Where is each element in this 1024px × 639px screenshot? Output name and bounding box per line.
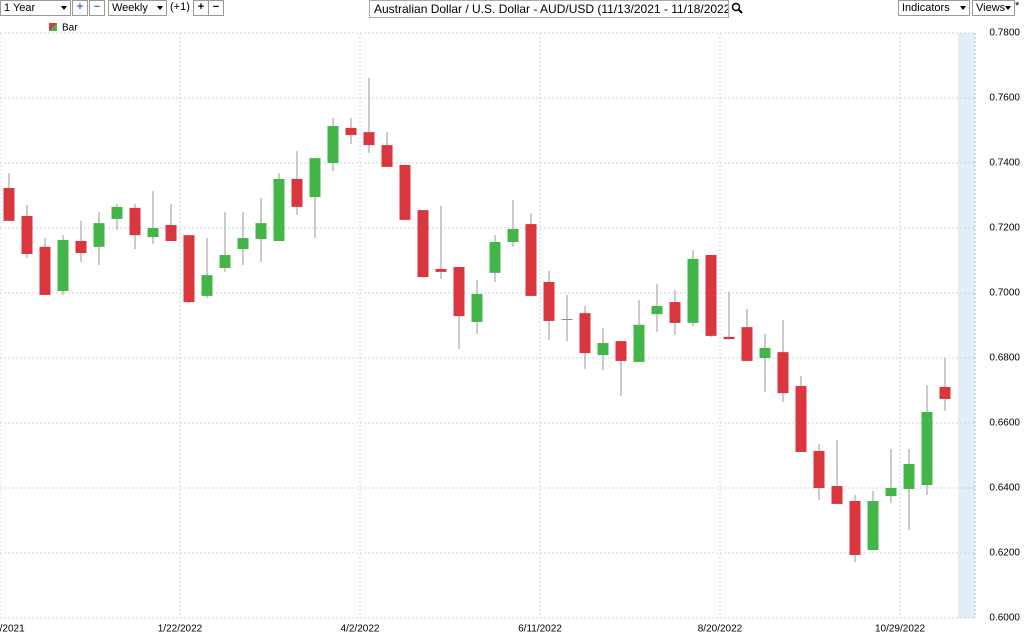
candle-body: [921, 411, 933, 486]
toolbar: 1 Year + − Weekly (+1) + − Australian Do…: [0, 0, 1024, 18]
period-select[interactable]: 1 Year: [0, 0, 71, 16]
candle-body: [453, 267, 465, 317]
candle-body: [759, 347, 771, 358]
candle-body: [777, 352, 789, 394]
candle-body: [255, 223, 267, 240]
candle-body: [813, 450, 825, 488]
candle-body: [741, 327, 753, 361]
candle-body: [3, 188, 15, 221]
candle-body: [561, 319, 573, 320]
candle-body: [57, 240, 69, 292]
candle-body: [795, 385, 807, 452]
y-tick-label: 0.6800: [989, 353, 1020, 364]
y-tick-label: 0.7800: [989, 28, 1020, 39]
legend-icon-up: [49, 23, 57, 31]
future-shade: [958, 33, 975, 618]
zoom-out[interactable]: −: [89, 0, 105, 16]
y-tick-label: 0.7200: [989, 223, 1020, 234]
candle-body: [651, 306, 663, 315]
candle-body: [435, 268, 447, 272]
candle-body: [471, 293, 483, 322]
candle-body: [507, 228, 519, 242]
add[interactable]: +: [193, 0, 209, 16]
candle-body: [399, 164, 411, 220]
candle-body: [903, 463, 915, 489]
candle-body: [687, 258, 699, 323]
candle-body: [93, 223, 105, 247]
interval-select[interactable]: Weekly: [108, 0, 167, 16]
y-tick-label: 0.6000: [989, 613, 1020, 624]
candle-body: [345, 127, 357, 136]
candle-body: [885, 488, 897, 497]
candle-body: [867, 501, 879, 551]
star[interactable]: *: [1015, 0, 1020, 12]
candle-body: [183, 235, 195, 303]
candle-body: [219, 254, 231, 268]
candle-body: [129, 207, 141, 236]
zoom-in[interactable]: +: [72, 0, 88, 16]
remove[interactable]: −: [208, 0, 224, 16]
views-select[interactable]: Views: [972, 0, 1015, 16]
y-tick-label: 0.6400: [989, 483, 1020, 494]
candle-body: [723, 336, 735, 340]
candle-body: [291, 178, 303, 207]
candle-body: [831, 486, 843, 504]
candle-body: [327, 125, 339, 163]
candle-body: [849, 501, 861, 555]
candle-body: [147, 228, 159, 238]
candle-body: [705, 254, 717, 336]
candle-body: [39, 246, 51, 295]
candle-body: [21, 215, 33, 254]
legend-label: Bar: [62, 23, 78, 34]
candle-body: [309, 158, 321, 198]
candle-body: [165, 225, 177, 241]
candle-body: [237, 238, 249, 250]
candle-body: [669, 302, 681, 323]
candle-body: [273, 178, 285, 241]
search-icon[interactable]: [731, 2, 743, 14]
candle-body: [201, 275, 213, 296]
candle-body: [543, 281, 555, 321]
candle-body: [615, 341, 627, 361]
y-tick-label: 0.7600: [989, 93, 1020, 104]
candle-body: [381, 145, 393, 167]
candle-body: [597, 343, 609, 356]
x-tick-label: 6/11/2022: [518, 624, 562, 635]
candle-body: [111, 206, 123, 219]
x-tick-label: 11/13/2021: [0, 624, 25, 635]
candle-body: [579, 313, 591, 354]
x-tick-label: 10/29/2022: [875, 624, 925, 635]
symbol-title[interactable]: Australian Dollar / U.S. Dollar - AUD/US…: [369, 0, 729, 18]
candle-body: [525, 224, 537, 296]
candle-body: [363, 132, 375, 146]
x-tick-label: 1/22/2022: [158, 624, 203, 635]
y-tick-label: 0.6600: [989, 418, 1020, 429]
candle-body: [417, 210, 429, 278]
candle-body: [489, 241, 501, 273]
x-tick-label: 8/20/2022: [698, 624, 743, 635]
y-tick-label: 0.7400: [989, 158, 1020, 169]
candle-body: [633, 324, 645, 362]
candle-body: [939, 386, 951, 399]
indicators-select[interactable]: Indicators: [898, 0, 970, 16]
candle-body: [75, 241, 87, 254]
offset: (+1): [170, 1, 190, 13]
x-tick-label: 4/2/2022: [341, 624, 380, 635]
y-tick-label: 0.7000: [989, 288, 1020, 299]
y-tick-label: 0.6200: [989, 548, 1020, 559]
